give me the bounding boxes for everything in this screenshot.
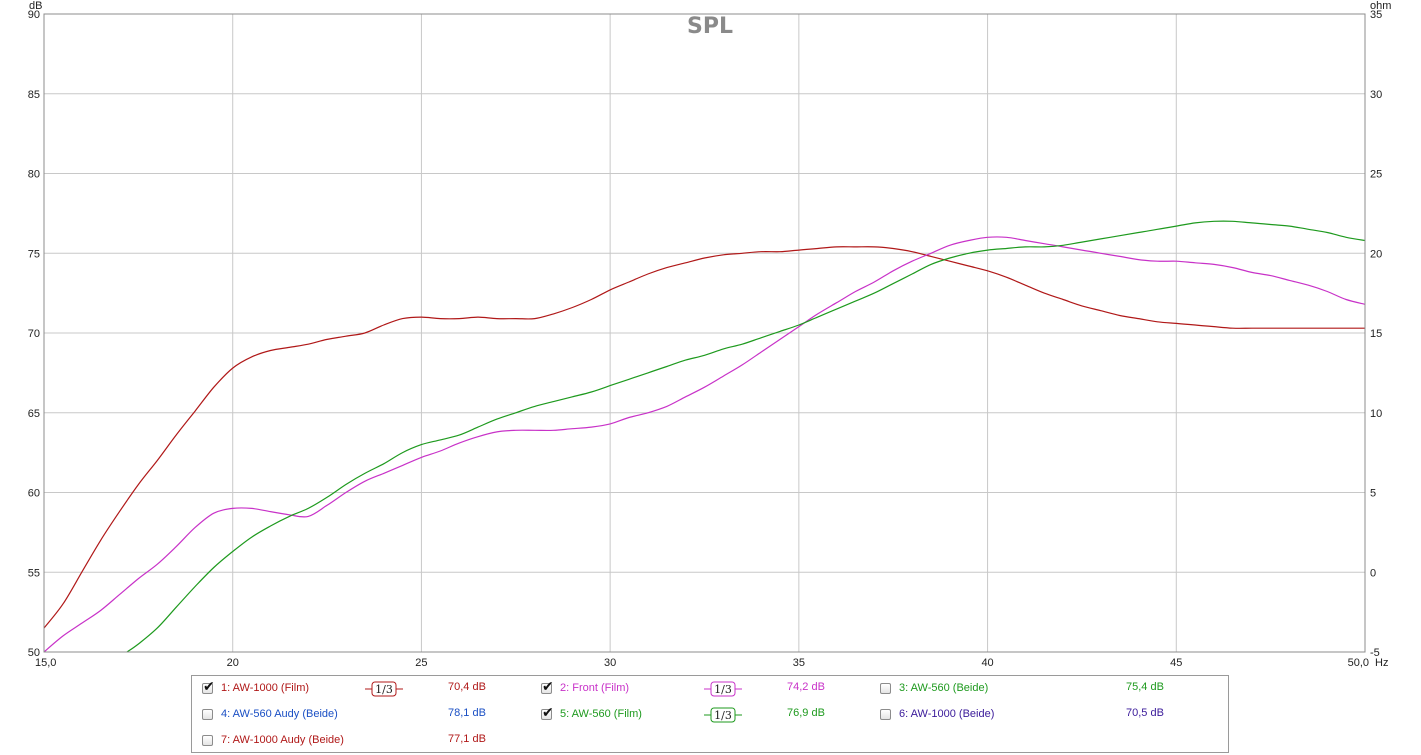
y-tick-label: 75 [28, 248, 40, 260]
x-tick-label: 45 [1170, 657, 1182, 669]
legend-item-2[interactable]: 2: Front (Film) [541, 678, 629, 698]
x-axis-unit: Hz [1375, 657, 1388, 669]
legend-panel: 1: AW-1000 (Film) 1/3 70,4 dB 2: Front (… [191, 675, 1229, 753]
legend-label-6: 6: AW-1000 (Beide) [899, 708, 995, 720]
y2-tick-label: 0 [1370, 567, 1376, 579]
x-tick-label: 50,0 [1348, 657, 1369, 669]
y2-tick-label: 25 [1370, 169, 1382, 181]
legend-value-1: 70,4 dB [448, 681, 486, 693]
smoothing-icon-2[interactable]: 1/3 [703, 681, 743, 697]
smoothing-label-5: 1/3 [714, 709, 732, 722]
legend-label-1: 1: AW-1000 (Film) [221, 682, 310, 694]
legend-value-4: 78,1 dB [448, 707, 486, 719]
legend-value-2: 74,2 dB [787, 681, 825, 693]
legend-item-4[interactable]: 4: AW-560 Audy (Beide) [202, 704, 338, 724]
legend-label-5: 5: AW-560 (Film) [560, 708, 642, 720]
axes: 15,0 20 25 30 35 40 45 50,0505560657075808590-5… [28, 9, 1383, 669]
y2-tick-label: 15 [1370, 328, 1382, 340]
legend-item-1[interactable]: 1: AW-1000 (Film) [202, 678, 309, 698]
legend-checkbox-3[interactable] [880, 682, 891, 694]
series-line-3 [126, 220, 1365, 652]
legend-checkbox-5[interactable] [541, 705, 554, 721]
spl-chart: 15,0 20 25 30 35 40 45 50,0505560657075808590-5… [28, 0, 1392, 669]
x-tick-label: 20 [227, 657, 239, 669]
y2-tick-label: 10 [1370, 408, 1382, 420]
smoothing-label-1: 1/3 [375, 683, 393, 696]
legend-label-2: 2: Front (Film) [560, 682, 630, 694]
legend-label-4: 4: AW-560 Audy (Beide) [221, 708, 338, 720]
legend-checkbox-4[interactable] [202, 708, 213, 720]
y2-axis-unit: ohm [1370, 0, 1391, 12]
y2-tick-label: 30 [1370, 89, 1382, 101]
y-tick-label: 90 [28, 9, 40, 21]
legend-label-3: 3: AW-560 (Beide) [899, 682, 989, 694]
smoothing-icon-5[interactable]: 1/3 [703, 707, 743, 723]
legend-value-3: 75,4 dB [1126, 681, 1164, 693]
plot-frame [43, 13, 1366, 653]
y-axis-unit: dB [29, 0, 42, 12]
legend-checkbox-2[interactable] [541, 679, 554, 695]
y2-tick-label: 20 [1370, 248, 1382, 260]
legend-checkbox-1[interactable] [202, 679, 215, 695]
legend-label-7: 7: AW-1000 Audy (Beide) [221, 734, 344, 746]
x-tick-label: 35 [793, 657, 805, 669]
legend-item-5[interactable]: 5: AW-560 (Film) [541, 704, 642, 724]
y2-tick-label: -5 [1370, 647, 1380, 659]
x-tick-label: 40 [981, 657, 993, 669]
y-tick-label: 85 [28, 89, 40, 101]
legend-value-5: 76,9 dB [787, 707, 825, 719]
smoothing-icon-1[interactable]: 1/3 [364, 681, 404, 697]
grid-lines [44, 14, 1365, 652]
series-line-2 [44, 236, 1365, 652]
y2-tick-label: 35 [1370, 9, 1382, 21]
legend-checkbox-6[interactable] [880, 708, 891, 720]
legend-item-7[interactable]: 7: AW-1000 Audy (Beide) [202, 730, 344, 750]
y-tick-label: 50 [28, 647, 40, 659]
legend-value-6: 70,5 dB [1126, 707, 1164, 719]
x-tick-label: 25 [415, 657, 427, 669]
series-layer [44, 220, 1365, 652]
y-tick-label: 60 [28, 488, 40, 500]
legend-item-3[interactable]: 3: AW-560 (Beide) [880, 678, 988, 698]
y-tick-label: 80 [28, 169, 40, 181]
smoothing-label-2: 1/3 [714, 683, 732, 696]
x-tick-label: 30 [604, 657, 616, 669]
chart-title: SPL [687, 14, 733, 39]
series-line-1 [44, 246, 1365, 629]
y-tick-label: 65 [28, 408, 40, 420]
y2-tick-label: 5 [1370, 488, 1376, 500]
y-tick-label: 55 [28, 567, 40, 579]
y-tick-label: 70 [28, 328, 40, 340]
legend-item-6[interactable]: 6: AW-1000 (Beide) [880, 704, 994, 724]
x-tick-label: 15,0 [35, 657, 56, 669]
legend-checkbox-7[interactable] [202, 734, 213, 746]
legend-value-7: 77,1 dB [448, 733, 486, 745]
